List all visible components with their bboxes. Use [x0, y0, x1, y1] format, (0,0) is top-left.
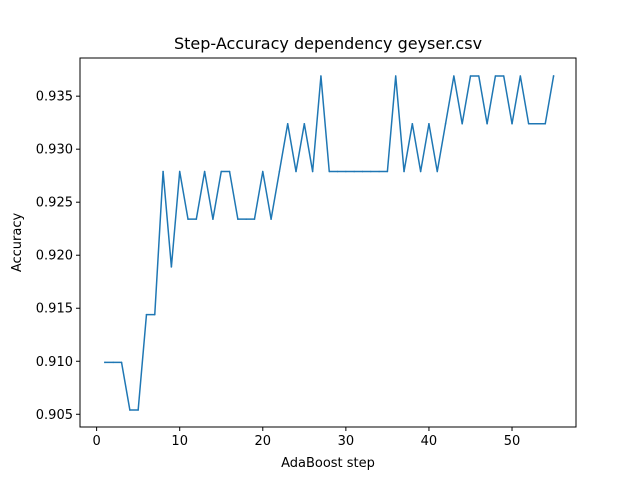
y-tick-label: 0.905	[36, 408, 73, 423]
data-point	[394, 75, 397, 77]
axes-frame	[79, 57, 577, 428]
chart-title: Step-Accuracy dependency geyser.csv	[174, 34, 482, 53]
data-point	[320, 75, 322, 77]
data-point	[436, 170, 438, 173]
data-point	[303, 122, 306, 125]
data-point	[478, 75, 480, 77]
data-point	[419, 170, 422, 173]
data-point	[129, 409, 131, 411]
data-point	[544, 122, 547, 125]
x-tick-label: 40	[421, 434, 438, 449]
data-point	[519, 75, 522, 77]
x-tick-label: 50	[504, 434, 521, 449]
data-point	[411, 122, 414, 125]
data-point	[154, 313, 156, 316]
x-tick-label: 10	[171, 434, 188, 449]
data-point	[552, 75, 555, 77]
data-point	[502, 75, 505, 77]
data-point	[311, 170, 314, 173]
series-layer	[104, 75, 555, 411]
data-point	[203, 170, 206, 173]
data-point	[278, 170, 281, 173]
data-point	[178, 170, 181, 173]
data-point	[336, 170, 339, 173]
data-point	[220, 170, 222, 173]
data-point	[527, 122, 530, 125]
data-point	[237, 218, 239, 220]
data-point	[212, 218, 214, 220]
data-point	[386, 170, 389, 173]
data-point	[444, 122, 447, 125]
x-tick-label: 30	[338, 434, 355, 449]
x-tick-label: 0	[92, 434, 100, 449]
data-point	[353, 170, 355, 173]
data-point	[228, 170, 231, 173]
data-point	[469, 75, 472, 77]
data-point	[112, 361, 114, 364]
y-axis-label: Accuracy	[10, 213, 25, 273]
data-point	[361, 170, 364, 173]
data-point	[453, 75, 455, 77]
data-point	[536, 122, 538, 125]
data-point	[104, 361, 106, 364]
y-tick-label: 0.930	[36, 143, 73, 158]
data-point	[428, 122, 430, 125]
data-point	[286, 122, 289, 125]
data-point	[370, 170, 372, 173]
x-axis-label: AdaBoost step	[281, 456, 375, 471]
y-tick-label: 0.920	[36, 249, 73, 264]
y-tick-label: 0.910	[36, 355, 73, 370]
y-tick-label: 0.925	[36, 196, 73, 211]
data-point	[195, 218, 198, 220]
data-point	[145, 313, 148, 316]
x-tick-label: 20	[255, 434, 272, 449]
x-ticks: 0 10 20 30 40 50	[92, 427, 520, 449]
data-point	[262, 170, 264, 173]
data-point	[494, 75, 497, 77]
y-ticks: 0.905 0.910 0.915 0.920 0.925 0.930 0.935	[36, 90, 80, 423]
data-point	[245, 218, 247, 220]
data-point	[137, 409, 139, 411]
data-point	[187, 218, 189, 220]
data-point	[253, 218, 256, 220]
data-point	[170, 266, 173, 268]
y-tick-label: 0.935	[36, 90, 73, 105]
data-point	[486, 122, 488, 125]
data-point	[403, 170, 405, 173]
data-point	[295, 170, 297, 173]
data-point	[378, 170, 380, 173]
data-point	[270, 218, 272, 220]
data-point	[120, 361, 123, 364]
data-point	[162, 170, 164, 173]
data-point	[345, 170, 347, 173]
y-tick-label: 0.915	[36, 302, 73, 317]
data-point	[511, 122, 513, 125]
data-point	[461, 122, 463, 125]
data-point	[328, 170, 330, 173]
